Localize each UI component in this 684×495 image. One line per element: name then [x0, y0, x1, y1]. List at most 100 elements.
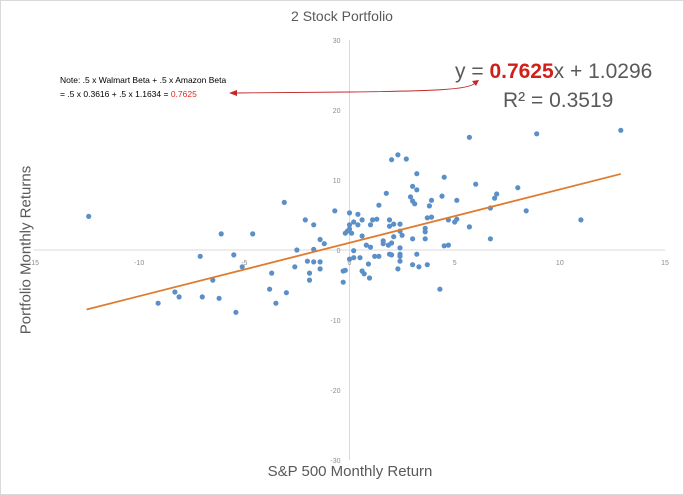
data-point: [386, 223, 393, 229]
data-point: [359, 217, 365, 223]
data-point: [172, 289, 178, 295]
data-point: [231, 252, 237, 258]
note-beta-value: 0.7625: [170, 89, 197, 99]
data-point: [351, 248, 357, 254]
data-point: [269, 270, 275, 276]
equation-prefix: y =: [455, 60, 490, 83]
data-point: [346, 226, 353, 232]
data-point: [304, 258, 310, 264]
data-point: [386, 217, 393, 223]
data-point: [414, 187, 420, 193]
data-point: [216, 295, 222, 301]
data-point: [349, 230, 355, 236]
x-tick-label: -5: [241, 260, 247, 267]
data-point: [618, 127, 624, 133]
data-point: [426, 203, 432, 209]
data-point: [342, 267, 348, 273]
data-point: [428, 197, 435, 203]
x-tick-label: 5: [453, 260, 457, 267]
data-point: [239, 264, 245, 270]
r-squared-label: R² = 0.3519: [503, 89, 614, 112]
data-point: [273, 300, 279, 306]
data-point: [372, 253, 378, 259]
data-point: [346, 222, 353, 228]
y-axis-label: Portfolio Monthly Returns: [17, 165, 35, 335]
data-point: [302, 217, 308, 223]
data-point: [395, 152, 401, 158]
data-point: [317, 236, 323, 243]
data-point: [374, 216, 380, 222]
data-point: [218, 231, 224, 237]
data-point: [403, 156, 409, 162]
data-point: [389, 252, 395, 258]
data-point: [466, 224, 472, 230]
note-line-2-prefix: = .5 x 0.3616 + .5 x 1.1634 =: [60, 89, 171, 99]
data-point: [292, 264, 298, 270]
equation-suffix: x + 1.0296: [553, 60, 653, 83]
data-point: [233, 309, 239, 315]
data-point: [414, 251, 420, 257]
data-point: [380, 241, 386, 247]
x-tick-label: 10: [556, 260, 564, 267]
data-point: [355, 211, 361, 217]
data-point: [473, 181, 479, 187]
data-points: [86, 127, 624, 315]
data-point: [437, 286, 443, 292]
data-point: [397, 221, 403, 227]
x-tick-label: -10: [134, 260, 144, 267]
data-point: [155, 300, 161, 306]
data-point: [340, 279, 346, 285]
data-point: [210, 277, 216, 283]
data-point: [414, 171, 420, 177]
data-point: [306, 270, 313, 276]
data-point: [359, 233, 365, 239]
y-tick-label: -10: [330, 318, 340, 325]
y-tick-label: 30: [333, 38, 341, 45]
data-point: [321, 241, 327, 247]
data-point: [346, 256, 353, 262]
data-point: [515, 185, 521, 191]
data-point: [357, 255, 363, 261]
data-point: [428, 214, 435, 220]
data-point: [363, 242, 369, 248]
data-point: [412, 201, 418, 207]
data-point: [391, 221, 397, 227]
data-point: [346, 210, 353, 216]
data-point: [389, 240, 395, 246]
data-point: [383, 190, 389, 196]
data-point: [424, 215, 430, 221]
trendline-line: [86, 173, 622, 311]
data-point: [397, 245, 403, 251]
data-point: [351, 255, 357, 261]
data-point: [306, 277, 313, 283]
arrow-head-right: [472, 80, 479, 86]
data-point: [317, 259, 323, 265]
data-point: [395, 266, 401, 272]
data-point: [487, 236, 493, 242]
data-point: [317, 266, 323, 272]
note-line-1: Note: .5 x Walmart Beta + .5 x Amazon Be…: [60, 75, 227, 85]
data-point: [351, 219, 357, 225]
data-point: [391, 234, 397, 240]
data-point: [311, 222, 317, 228]
data-point: [492, 195, 498, 201]
data-point: [199, 294, 205, 300]
data-point: [311, 246, 317, 252]
data-point: [410, 262, 416, 268]
data-point: [86, 213, 92, 219]
data-point: [267, 286, 273, 292]
equation-slope: 0.7625: [489, 60, 554, 83]
data-point: [439, 193, 445, 199]
data-point: [454, 197, 460, 203]
data-point: [197, 253, 203, 259]
arrow-path: [235, 82, 476, 94]
note-line-2: = .5 x 0.3616 + .5 x 1.1634 = 0.7625: [60, 87, 226, 101]
y-tick-label: 0: [337, 248, 341, 255]
y-tick-label: -30: [330, 458, 340, 465]
beta-note: Note: .5 x Walmart Beta + .5 x Amazon Be…: [60, 73, 226, 101]
data-point: [250, 231, 256, 237]
x-tick-label: -15: [29, 260, 39, 267]
data-point: [389, 157, 395, 163]
data-point: [422, 236, 428, 242]
